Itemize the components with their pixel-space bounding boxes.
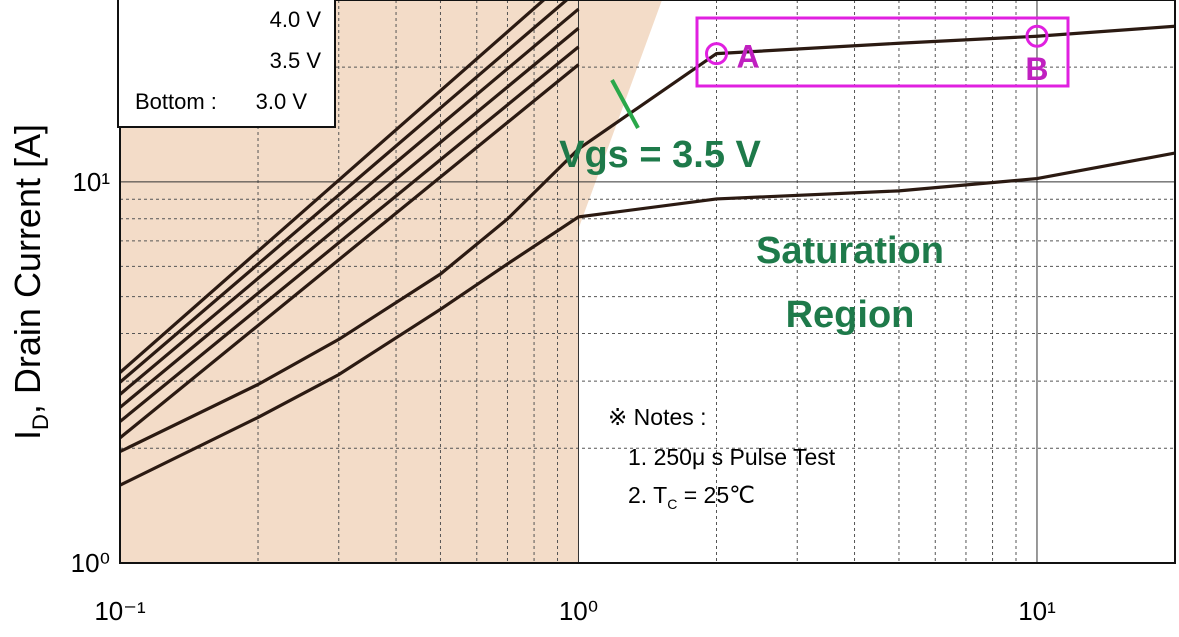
legend-entry: 3.5 V bbox=[270, 48, 322, 73]
series-line bbox=[120, 151, 1175, 487]
notes-title: ※ Notes : bbox=[608, 404, 707, 430]
point-marker bbox=[705, 42, 729, 66]
vgs-annotation: Vgs = 3.5 V bbox=[559, 134, 761, 176]
point-label: A bbox=[737, 39, 760, 75]
x-tick-label: 10⁰ bbox=[559, 596, 598, 626]
point-marker bbox=[1025, 24, 1049, 48]
legend-box bbox=[117, 0, 336, 128]
region-annotation: Saturation bbox=[756, 230, 944, 272]
series-line bbox=[120, 0, 547, 374]
highlight-box bbox=[695, 16, 1070, 88]
series-line bbox=[120, 63, 580, 440]
legend-entry: 4.0 V bbox=[270, 7, 322, 32]
plot-frame bbox=[119, 0, 1176, 564]
point-label: B bbox=[1025, 51, 1048, 87]
series-line bbox=[120, 7, 580, 396]
note-part: 2. T bbox=[628, 482, 667, 508]
region-annotation: Region bbox=[786, 294, 915, 336]
pointer-line bbox=[610, 79, 640, 129]
series-line bbox=[120, 24, 1175, 454]
ohmic-region bbox=[120, 0, 662, 563]
series-line bbox=[120, 45, 580, 423]
note: 2. TC = 25℃ bbox=[628, 482, 755, 512]
legend-prefix: Bottom : bbox=[135, 89, 217, 114]
y-label-part: , Drain Current [A] bbox=[7, 124, 48, 414]
note: 1. 250μ s Pulse Test bbox=[628, 444, 836, 470]
y-tick-label: 10⁰ bbox=[71, 548, 110, 578]
note-part: = 25℃ bbox=[677, 482, 755, 508]
y-label-sub: D bbox=[28, 414, 53, 430]
series-line bbox=[120, 0, 570, 384]
y-axis-label: ID, Drain Current [A] bbox=[7, 124, 53, 440]
y-label-part: I bbox=[7, 430, 48, 440]
series-line bbox=[120, 26, 580, 409]
note-sub: C bbox=[667, 496, 677, 512]
x-tick-label: 10¹ bbox=[1018, 596, 1056, 626]
y-tick-label: 10¹ bbox=[72, 167, 110, 197]
legend-entry: 3.0 V bbox=[256, 89, 308, 114]
x-tick-label: 10⁻¹ bbox=[94, 596, 146, 626]
